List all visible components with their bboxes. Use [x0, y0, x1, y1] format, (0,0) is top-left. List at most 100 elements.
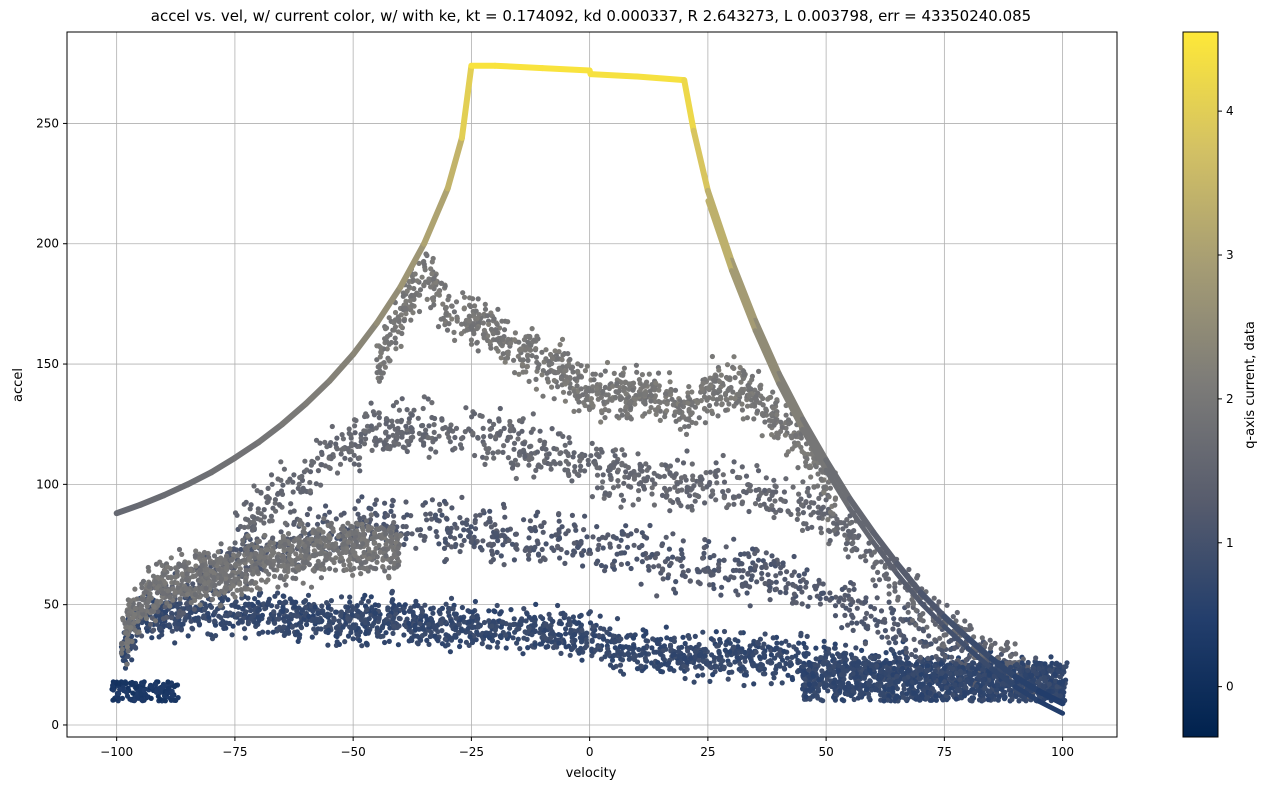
measured-point [572, 541, 577, 546]
measured-point [756, 497, 761, 502]
measured-point [746, 482, 751, 487]
measured-point [658, 652, 663, 657]
measured-point [426, 435, 431, 440]
measured-point [914, 608, 919, 613]
measured-point [677, 654, 682, 659]
measured-point [634, 557, 639, 562]
measured-point [502, 515, 507, 520]
measured-point [655, 666, 660, 671]
measured-point [494, 531, 499, 536]
measured-point [426, 423, 431, 428]
measured-point [508, 607, 513, 612]
measured-point [346, 605, 351, 610]
measured-point [563, 531, 568, 536]
measured-point [719, 373, 724, 378]
measured-point [633, 397, 638, 402]
measured-point [584, 631, 589, 636]
measured-point [564, 459, 569, 464]
measured-point [619, 562, 624, 567]
measured-point [443, 540, 448, 545]
measured-point [883, 628, 888, 633]
measured-point [496, 449, 501, 454]
measured-point [613, 639, 618, 644]
measured-point [549, 385, 554, 390]
measured-point [731, 366, 736, 371]
measured-point [683, 641, 688, 646]
measured-point [722, 629, 727, 634]
measured-point [430, 439, 435, 444]
measured-point [737, 661, 742, 666]
measured-point [618, 652, 623, 657]
measured-point [700, 672, 705, 677]
measured-point [523, 369, 528, 374]
measured-point [297, 475, 302, 480]
measured-point [451, 330, 456, 335]
measured-point [541, 555, 546, 560]
measured-point [670, 500, 675, 505]
measured-point [600, 479, 605, 484]
measured-point [359, 494, 364, 499]
measured-point [692, 680, 697, 685]
measured-point [294, 614, 299, 619]
measured-point [513, 330, 518, 335]
measured-point [489, 548, 494, 553]
measured-point [316, 514, 321, 519]
measured-point [662, 414, 667, 419]
measured-point [398, 323, 403, 328]
measured-point [433, 449, 438, 454]
measured-point [827, 529, 832, 534]
measured-point [548, 626, 553, 631]
measured-point [334, 516, 339, 521]
measured-point [417, 309, 422, 314]
measured-point [430, 296, 435, 301]
measured-point [731, 494, 736, 499]
measured-point [988, 638, 993, 643]
measured-point [773, 573, 778, 578]
measured-point [673, 388, 678, 393]
measured-point [390, 589, 395, 594]
measured-point [307, 480, 312, 485]
measured-point [754, 463, 759, 468]
measured-point [405, 439, 410, 444]
measured-point [620, 532, 625, 537]
measured-point [760, 663, 765, 668]
measured-point [768, 597, 773, 602]
measured-point [469, 539, 474, 544]
measured-point [634, 363, 639, 368]
measured-point [839, 625, 844, 630]
measured-point [611, 665, 616, 670]
measured-point [879, 608, 884, 613]
measured-point [891, 616, 896, 621]
measured-point [983, 641, 988, 646]
measured-point [577, 458, 582, 463]
measured-point [670, 555, 675, 560]
measured-point [461, 527, 466, 532]
measured-point [280, 483, 285, 488]
measured-point [280, 605, 285, 610]
measured-point [926, 633, 931, 638]
measured-point [865, 626, 870, 631]
measured-point [665, 401, 670, 406]
measured-point [476, 624, 481, 629]
measured-point [695, 673, 700, 678]
measured-point [627, 657, 632, 662]
measured-point [549, 467, 554, 472]
measured-point [693, 499, 698, 504]
measured-point [483, 307, 488, 312]
measured-point [747, 584, 752, 589]
measured-point [634, 370, 639, 375]
measured-point [265, 630, 270, 635]
measured-point [255, 608, 260, 613]
measured-point [769, 503, 774, 508]
measured-point [744, 490, 749, 495]
measured-point [947, 639, 952, 644]
measured-point [673, 590, 678, 595]
measured-point [726, 488, 731, 493]
measured-point [385, 334, 390, 339]
measured-point [868, 655, 873, 660]
measured-point [487, 509, 492, 514]
measured-point [685, 485, 690, 490]
measured-point [650, 477, 655, 482]
measured-point [182, 618, 187, 623]
measured-point [314, 481, 319, 486]
